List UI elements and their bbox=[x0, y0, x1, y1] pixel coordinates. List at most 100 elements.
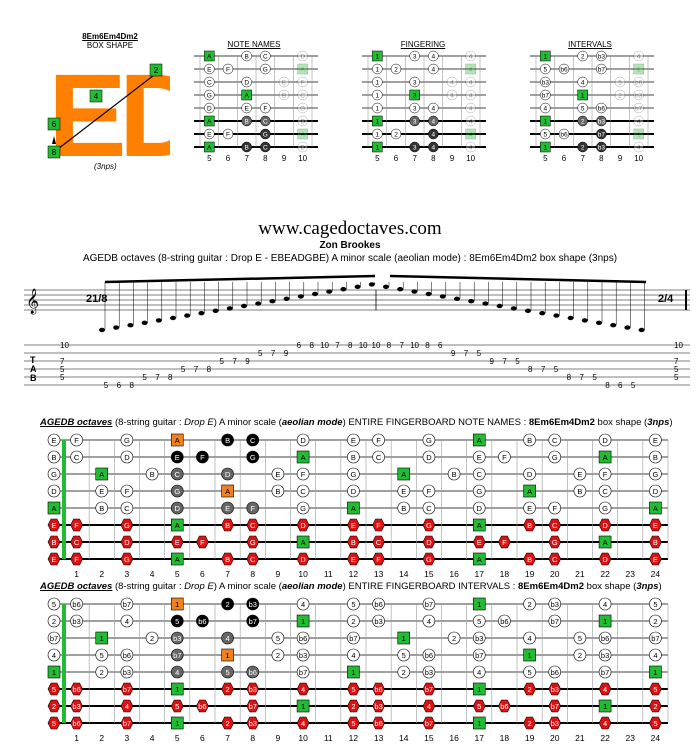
tab-number: 5 bbox=[631, 381, 636, 390]
shape-marker-2-label: 2 bbox=[154, 66, 159, 75]
svg-text:5: 5 bbox=[527, 668, 531, 677]
fret-note: b7 bbox=[47, 631, 61, 645]
fret-note: E bbox=[47, 552, 61, 566]
fret-note: B bbox=[221, 433, 234, 447]
fret-note: D bbox=[347, 484, 360, 498]
fret-number: 14 bbox=[399, 569, 409, 579]
svg-text:E: E bbox=[51, 436, 56, 445]
svg-text:B: B bbox=[150, 470, 155, 479]
svg-text:4: 4 bbox=[527, 634, 531, 643]
svg-text:b3: b3 bbox=[598, 145, 606, 152]
svg-text:b6: b6 bbox=[72, 600, 80, 609]
fret-number: 13 bbox=[374, 569, 384, 579]
shape-marker-6 bbox=[47, 117, 61, 131]
fret-note: E bbox=[573, 467, 587, 481]
fret-number: 19 bbox=[525, 569, 535, 579]
svg-text:b6: b6 bbox=[198, 702, 206, 711]
svg-text:b7: b7 bbox=[249, 617, 257, 626]
svg-text:3: 3 bbox=[413, 80, 417, 87]
fret-number: 20 bbox=[550, 733, 560, 743]
tab-number: 8 bbox=[387, 341, 392, 350]
fret-note: B bbox=[649, 535, 662, 549]
fret-note: b6 bbox=[120, 648, 134, 662]
fingerboard-intervals: 5 b6 b7 1 2 b3 4 5 b6 b7 1 2 b3 4 52 b3 4 5 b6 b7 1 2 b3 4 5 b6 b7… bbox=[47, 597, 669, 743]
fret-note: F bbox=[372, 518, 385, 532]
svg-text:1: 1 bbox=[603, 702, 607, 711]
box-shape-title: 8Em6Em4Dm2 BOX SHAPE bbox=[72, 32, 148, 50]
fret-note: A bbox=[598, 450, 612, 464]
tab-number: 5 bbox=[674, 365, 679, 374]
fret-note: B bbox=[447, 467, 461, 481]
note-head bbox=[312, 291, 318, 297]
note-head bbox=[283, 296, 290, 301]
fret-number: 21 bbox=[575, 733, 585, 743]
tab-number: 6 bbox=[117, 381, 122, 390]
svg-text:5: 5 bbox=[225, 668, 229, 677]
fret-note: 1 bbox=[347, 665, 360, 679]
fret-note: 5 bbox=[397, 648, 411, 662]
fret-note: b6 bbox=[598, 631, 612, 645]
svg-text:b3: b3 bbox=[374, 617, 382, 626]
svg-text:1: 1 bbox=[225, 651, 229, 660]
fret-number: 22 bbox=[600, 733, 610, 743]
fret-note: b3 bbox=[170, 631, 184, 645]
mini-fret-number: 7 bbox=[412, 154, 417, 163]
svg-text:E: E bbox=[577, 470, 582, 479]
fret-note: 5 bbox=[47, 597, 61, 611]
board1-title-part: AGEDB octaves bbox=[40, 417, 113, 428]
note-head bbox=[170, 315, 176, 321]
svg-text:C: C bbox=[250, 521, 256, 530]
fret-number: 5 bbox=[175, 733, 180, 743]
svg-text:2: 2 bbox=[150, 634, 154, 643]
svg-text:4: 4 bbox=[301, 685, 305, 694]
fret-note: b7 bbox=[548, 614, 562, 628]
fingerboard-notes-title: AGEDB octaves (8-string guitar : Drop E)… bbox=[40, 417, 673, 428]
note-head bbox=[383, 284, 389, 289]
svg-text:C: C bbox=[602, 487, 608, 496]
svg-text:5: 5 bbox=[581, 106, 585, 113]
svg-text:3: 3 bbox=[413, 145, 417, 152]
svg-text:b3: b3 bbox=[551, 600, 559, 609]
fret-note: b6 bbox=[548, 665, 562, 679]
note-head bbox=[198, 311, 205, 316]
svg-text:C: C bbox=[477, 470, 483, 479]
fret-note: 5 bbox=[95, 648, 109, 662]
svg-text:G: G bbox=[174, 487, 180, 496]
svg-text:4: 4 bbox=[603, 719, 607, 728]
svg-text:2: 2 bbox=[581, 145, 585, 152]
svg-text:b3: b3 bbox=[299, 651, 307, 660]
svg-text:5: 5 bbox=[578, 634, 582, 643]
fret-note: D bbox=[296, 433, 310, 447]
fret-note: b7 bbox=[120, 597, 134, 611]
fret-note: b7 bbox=[422, 682, 436, 696]
note-head bbox=[496, 303, 503, 309]
svg-text:B: B bbox=[653, 538, 658, 547]
svg-text:D: D bbox=[124, 538, 130, 547]
svg-text:3: 3 bbox=[413, 119, 417, 126]
svg-text:b3: b3 bbox=[542, 80, 550, 87]
fret-note: 2 bbox=[221, 682, 234, 696]
site-url[interactable]: www.cagedoctaves.com bbox=[258, 218, 442, 239]
svg-text:4: 4 bbox=[469, 106, 473, 113]
svg-text:4: 4 bbox=[637, 145, 641, 152]
mini-fret-number: 5 bbox=[207, 154, 212, 163]
svg-text:4: 4 bbox=[450, 80, 454, 87]
mini-fret-number: 8 bbox=[431, 154, 436, 163]
fret-note: b3 bbox=[472, 631, 486, 645]
svg-text:5: 5 bbox=[52, 600, 56, 609]
svg-text:B: B bbox=[225, 555, 230, 564]
fret-note: 2 bbox=[397, 665, 411, 679]
tab-number: 7 bbox=[579, 373, 584, 382]
svg-text:4: 4 bbox=[432, 119, 436, 126]
svg-text:E: E bbox=[351, 521, 356, 530]
fret-note: b7 bbox=[422, 597, 436, 611]
tab-number: 5 bbox=[477, 349, 482, 358]
svg-text:C: C bbox=[263, 54, 268, 61]
fret-note: G bbox=[598, 501, 612, 515]
fret-note: 1 bbox=[472, 716, 486, 730]
tab-number: 6 bbox=[618, 381, 623, 390]
svg-text:b6: b6 bbox=[374, 600, 382, 609]
svg-text:5: 5 bbox=[544, 132, 548, 139]
note-head bbox=[226, 306, 233, 311]
note-head bbox=[326, 289, 333, 294]
